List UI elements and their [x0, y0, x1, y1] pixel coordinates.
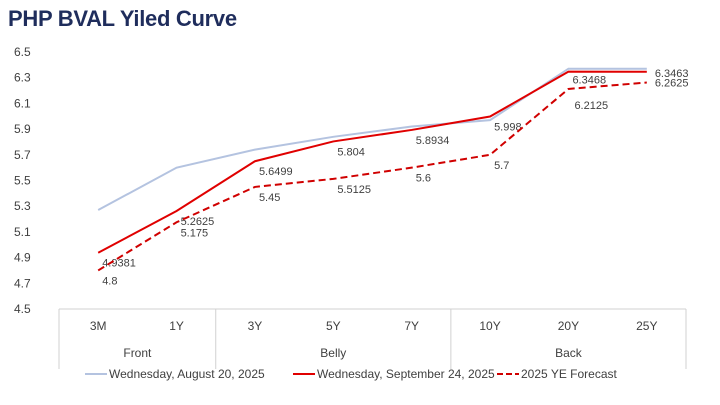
y-tick-label: 5.5: [14, 174, 31, 188]
legend-label: Wednesday, August 20, 2025: [109, 367, 265, 381]
data-label: 5.6: [416, 173, 431, 185]
y-tick-label: 6.1: [14, 96, 31, 110]
y-tick-label: 5.3: [14, 199, 31, 213]
x-tick-label: 20Y: [558, 319, 579, 333]
y-tick-label: 5.1: [14, 225, 31, 239]
x-tick-label: 5Y: [326, 319, 341, 333]
data-label: 6.2625: [655, 78, 689, 90]
data-label: 5.6499: [259, 166, 293, 178]
x-tick-label: 1Y: [169, 319, 184, 333]
y-tick-label: 5.7: [14, 148, 31, 162]
y-tick-label: 4.7: [14, 276, 31, 290]
data-label: 4.8: [102, 275, 117, 287]
data-label: 5.2625: [181, 216, 215, 228]
data-label: 5.8934: [416, 135, 450, 147]
legend-label: Wednesday, September 24, 2025: [317, 367, 495, 381]
data-label: 5.175: [181, 227, 209, 239]
x-tick-label: 3Y: [248, 319, 263, 333]
data-label: 5.45: [259, 192, 280, 204]
y-tick-label: 4.5: [14, 302, 31, 316]
y-tick-label: 6.3: [14, 71, 31, 85]
data-label: 5.5125: [337, 184, 371, 196]
data-label: 5.804: [337, 146, 365, 158]
series-line-0: [97, 67, 647, 211]
group-label: Front: [123, 346, 152, 360]
group-label: Belly: [320, 346, 346, 360]
group-label: Back: [555, 346, 583, 360]
data-label: 6.3468: [572, 75, 606, 87]
series-line-2: [97, 81, 647, 272]
x-tick-label: 25Y: [636, 319, 657, 333]
x-tick-label: 7Y: [404, 319, 419, 333]
data-label: 6.2125: [574, 100, 608, 112]
data-label: 5.998: [494, 122, 522, 134]
x-tick-label: 10Y: [479, 319, 500, 333]
y-tick-label: 6.5: [14, 45, 31, 59]
data-label: 4.9381: [102, 258, 136, 270]
chart-title: PHP BVAL Yiled Curve: [8, 6, 237, 31]
y-tick-label: 5.9: [14, 122, 31, 136]
y-tick-label: 4.9: [14, 251, 31, 265]
series-line-1: [97, 70, 647, 254]
data-label: 5.7: [494, 160, 509, 172]
x-tick-label: 3M: [90, 319, 107, 333]
data-label: 6.3463: [655, 68, 689, 80]
legend-label: 2025 YE Forecast: [521, 367, 618, 381]
